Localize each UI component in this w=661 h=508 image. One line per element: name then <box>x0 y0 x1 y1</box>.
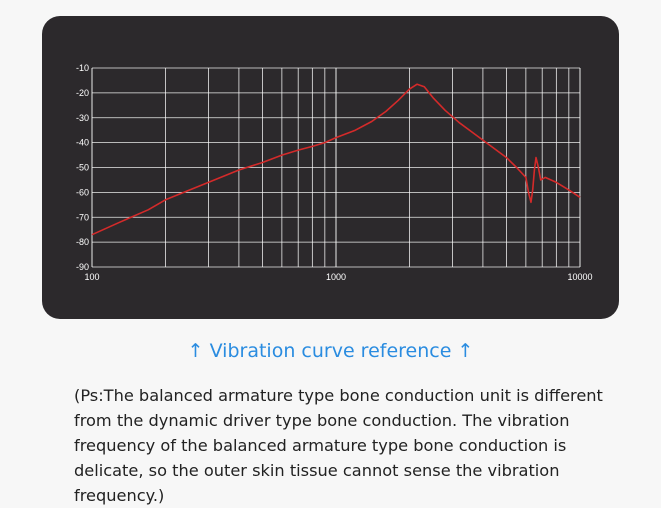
y-tick-label: -10 <box>76 63 89 73</box>
chart-panel: -10 -20 -30 -40 -50 -60 -70 -80 -90 100 1000 10000 <box>42 16 619 319</box>
arrow-up-icon: ↑ <box>187 340 204 362</box>
x-tick-label: 10000 <box>567 272 592 282</box>
y-tick-label: -80 <box>76 237 89 247</box>
chart-caption: ↑ Vibration curve reference ↑ <box>0 340 661 362</box>
caption-text: Vibration curve reference <box>209 340 452 362</box>
y-tick-label: -90 <box>76 262 89 272</box>
vibration-curve-line <box>91 83 581 236</box>
arrow-up-icon: ↑ <box>457 340 474 362</box>
y-tick-label: -50 <box>76 163 89 173</box>
x-tick-label: 1000 <box>326 272 346 282</box>
y-tick-label: -60 <box>76 187 89 197</box>
y-tick-label: -40 <box>76 138 89 148</box>
y-tick-label: -70 <box>76 212 89 222</box>
explanatory-note: (Ps:The balanced armature type bone cond… <box>74 386 603 505</box>
y-tick-label: -30 <box>76 113 89 123</box>
x-tick-label: 100 <box>84 272 99 282</box>
y-tick-label: -20 <box>76 88 89 98</box>
